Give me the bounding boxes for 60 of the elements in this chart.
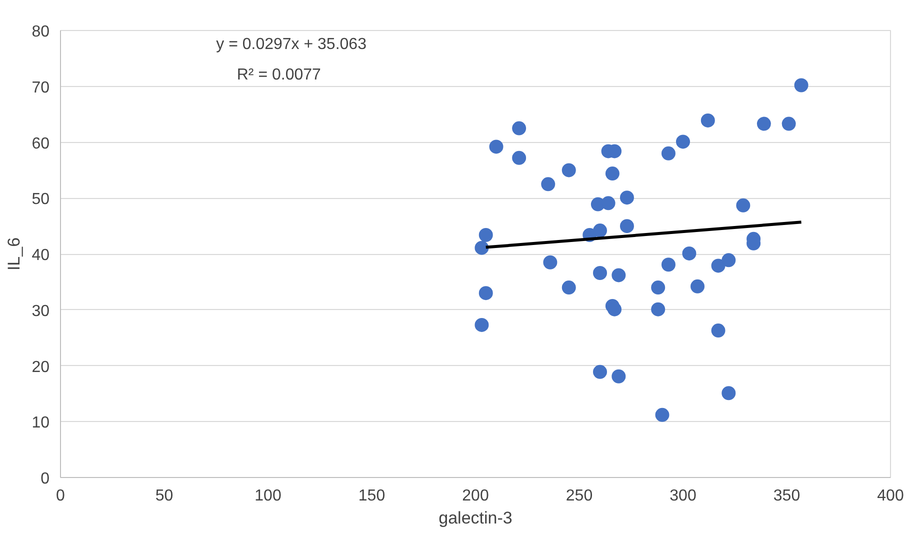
point [736,198,750,212]
y-tick-label: 10 [32,414,50,432]
annotation: R² = 0.0077 [236,66,322,84]
point [612,369,626,384]
point [474,318,489,332]
point [690,279,705,294]
x-tick-label: 0 [56,488,66,504]
annotation: y = 0.0297x + 35.063 [216,36,367,53]
point [620,219,634,234]
y-tick-label: 40 [32,247,50,264]
x-tick-label: 150 [358,488,386,504]
y-tick-label: 80 [32,24,50,40]
x-tick-label: 350 [773,488,800,504]
x-tick-label: 100 [254,488,282,504]
point [593,266,607,280]
point [541,177,556,192]
point [655,408,670,422]
point [700,113,715,128]
x-tick-label: 200 [462,488,489,504]
point [711,324,726,338]
point [682,246,696,260]
y-axis-title: IL_6 [4,237,24,271]
point [608,302,622,316]
point [543,255,558,270]
point [620,190,634,205]
x-tick-label: 250 [566,488,593,504]
point [711,258,726,273]
x-tick-label: 50 [155,488,174,504]
point [661,146,676,160]
point [478,286,493,300]
y-tick-label: 0 [40,470,50,488]
x-tick-label: 400 [877,488,904,504]
point [651,302,666,316]
point [676,134,690,149]
point [512,150,526,165]
point [562,163,576,178]
x-axis-title: galectin-3 [438,508,512,528]
y-tick-label: 50 [32,191,50,208]
point [756,116,771,131]
point [593,224,607,238]
point [478,228,493,242]
point [651,280,666,295]
y-tick-label: 20 [32,358,50,376]
point [593,364,607,379]
point [722,386,736,400]
point [474,240,489,255]
y-tick-label: 70 [32,79,50,96]
point [489,140,504,154]
point [612,268,626,282]
point [661,258,676,272]
point [722,253,736,268]
point [605,166,620,181]
x-tick-label: 300 [670,488,696,504]
point [512,121,526,136]
y-tick-label: 30 [32,302,50,320]
y-tick-label: 60 [32,135,50,152]
point [601,196,616,210]
point [562,280,576,295]
point [794,78,808,92]
point [782,116,796,131]
